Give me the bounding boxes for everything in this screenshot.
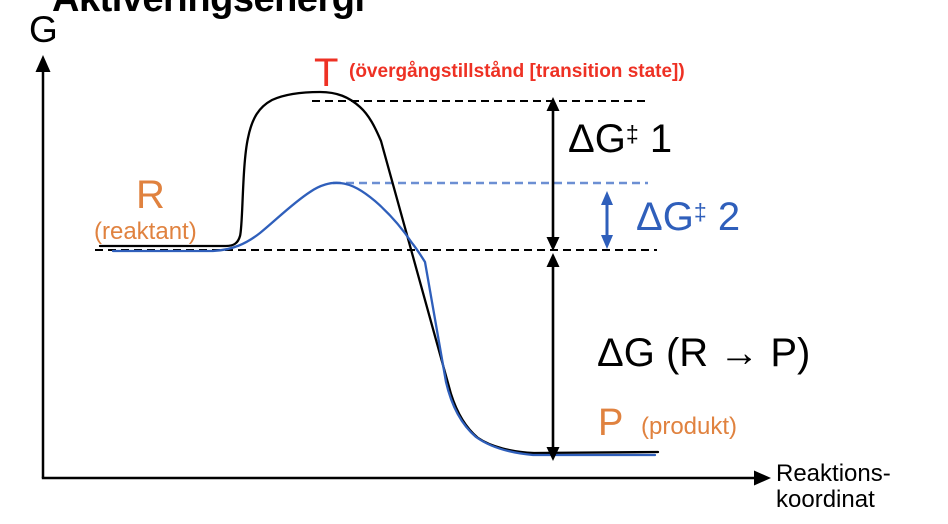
product-symbol: P [598,402,624,444]
dg-reaction-label: ΔG (R → P) [597,331,811,375]
x-axis-label: Reaktions- koordinat [776,461,891,513]
y-axis-arrowhead [35,55,51,72]
x-axis-label-line1: Reaktions- [776,460,891,487]
dg2-label: ΔG‡ 2 [636,196,740,238]
dg2-prefix: ΔG [636,195,694,239]
x-axis-label-line2: koordinat [776,486,875,513]
dg1-number: 1 [638,117,673,161]
y-axis-label: G [29,9,58,50]
dg1-measure-arrow [546,97,560,251]
dg1-label: ΔG‡ 1 [568,118,672,160]
dg2-double-dagger: ‡ [693,199,707,226]
dg1-arrowhead-down [546,237,560,251]
dg2-measure-arrow [601,191,613,249]
transition-state-description: (övergångstillstånd [transition state]) [349,61,685,82]
transition-state-symbol: T [314,51,339,95]
x-axis [41,470,771,486]
reactant-symbol: R [136,173,165,217]
dg1-double-dagger: ‡ [625,121,639,148]
reactant-description: (reaktant) [94,218,197,245]
product-description: (produkt) [641,413,738,440]
dg-rp-arrowhead-down [546,447,560,461]
y-axis [35,55,51,478]
x-axis-arrowhead [754,470,771,486]
dg2-number: 2 [706,195,741,239]
dg-rp-arrowhead-up [546,253,560,267]
catalyzed-energy-curve [111,181,657,457]
dg2-arrowhead-down [601,235,613,249]
dg1-arrowhead-up [546,97,560,111]
dg1-prefix: ΔG [568,117,626,161]
dg-rp-measure-arrow [546,253,560,461]
slide-title: Aktiveringsenergi [52,0,365,21]
dg2-arrowhead-up [601,191,613,205]
